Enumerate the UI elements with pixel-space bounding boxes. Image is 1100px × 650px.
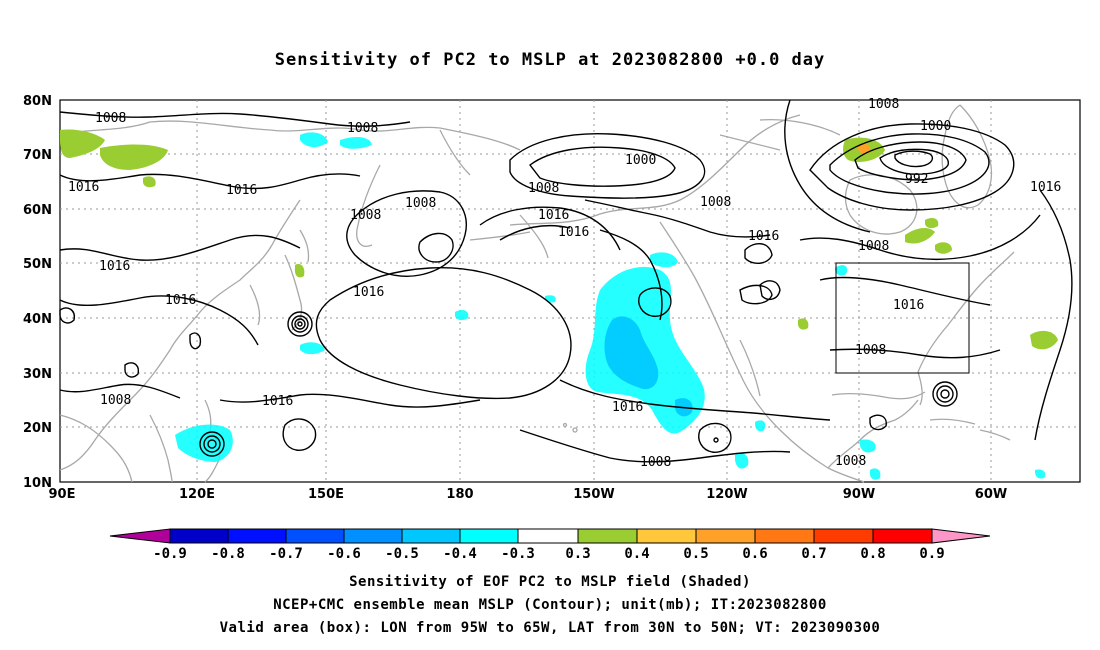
- map-frame: [59, 99, 1081, 483]
- contour-labels: 1008 1008 1000 992 1016 1016 1016 1008 1…: [68, 97, 1061, 470]
- contour-label: 1008: [405, 196, 436, 211]
- colorbar: [109, 528, 991, 544]
- colorbar-cell: [227, 528, 287, 544]
- colorbar-label: -0.6: [327, 546, 361, 562]
- colorbar-cell: [636, 528, 697, 544]
- colorbar-cell: [754, 528, 815, 544]
- contour-label: 1000: [920, 119, 951, 134]
- contour-label: 1008: [528, 181, 559, 196]
- contour-label: 1016: [99, 259, 130, 274]
- colorbar-cell: [695, 528, 756, 544]
- lon-label: 180: [446, 487, 473, 502]
- contour-label: 1016: [558, 225, 589, 240]
- caption-line-3: Valid area (box): LON from 95W to 65W, L…: [219, 620, 881, 636]
- coastlines: [59, 104, 1015, 483]
- contour-label: 1016: [226, 183, 257, 198]
- contour-label: 1016: [538, 208, 569, 223]
- lat-label: 40N: [23, 312, 52, 327]
- contour-label: 1016: [165, 293, 196, 308]
- contour-label: 1008: [868, 97, 899, 112]
- caption-line-2: NCEP+CMC ensemble mean MSLP (Contour); u…: [273, 597, 827, 613]
- colorbar-cell: [517, 528, 579, 544]
- colorbar-label: -0.4: [443, 546, 477, 562]
- colorbar-label: 0.6: [742, 546, 767, 562]
- colorbar-cell: [577, 528, 638, 544]
- colorbar-label: 0.9: [919, 546, 944, 562]
- lon-label: 120W: [706, 487, 747, 502]
- colorbar-cell: [401, 528, 461, 544]
- contour-label: 1008: [700, 195, 731, 210]
- contour-label: 1016: [893, 298, 924, 313]
- contour-label: 1008: [855, 343, 886, 358]
- contour-label: 1016: [353, 285, 384, 300]
- colorbar-label: -0.9: [153, 546, 187, 562]
- lon-axis: 90E 120E 150E 180 150W 120W 90W 60W: [49, 487, 1008, 502]
- colorbar-label: -0.8: [211, 546, 245, 562]
- contour-label: 1008: [95, 111, 126, 126]
- colorbar-label: -0.5: [385, 546, 419, 562]
- contour-label: 1008: [350, 208, 381, 223]
- contour-label: 1008: [835, 454, 866, 469]
- colorbar-cell: [169, 528, 229, 544]
- map-title: Sensitivity of PC2 to MSLP at 2023082800…: [274, 50, 826, 70]
- lon-label: 120E: [179, 487, 215, 502]
- contour-label: 1008: [858, 239, 889, 254]
- colorbar-label: 0.4: [624, 546, 649, 562]
- contour-label: 1016: [748, 229, 779, 244]
- colorbar-label: 0.3: [565, 546, 590, 562]
- mslp-contours: [59, 99, 1073, 463]
- colorbar-label: -0.3: [501, 546, 535, 562]
- graticule: [60, 100, 1080, 482]
- lon-label: 90W: [843, 487, 875, 502]
- colorbar-labels: -0.9 -0.8 -0.7 -0.6 -0.5 -0.4 -0.3 0.3 0…: [153, 546, 945, 562]
- contour-label: 1008: [100, 393, 131, 408]
- colorbar-cell-highend: [931, 528, 991, 544]
- lat-axis: 80N 70N 60N 50N 40N 30N 20N 10N: [23, 94, 52, 491]
- contour-label: 1016: [262, 394, 293, 409]
- lat-label: 50N: [23, 257, 52, 272]
- lat-label: 30N: [23, 367, 52, 382]
- caption-line-1: Sensitivity of EOF PC2 to MSLP field (Sh…: [349, 574, 751, 590]
- contour-label: 1016: [68, 180, 99, 195]
- valid-area-box: [835, 262, 970, 374]
- positive-shading-warm: [858, 143, 871, 154]
- colorbar-cell: [813, 528, 874, 544]
- colorbar-label: 0.8: [860, 546, 885, 562]
- lon-label: 150E: [308, 487, 344, 502]
- colorbar-label: -0.7: [269, 546, 303, 562]
- lat-label: 20N: [23, 421, 52, 436]
- contour-label: 1000: [625, 153, 656, 168]
- lat-label: 70N: [23, 148, 52, 163]
- colorbar-label: 0.7: [801, 546, 826, 562]
- lon-label: 60W: [975, 487, 1007, 502]
- colorbar-cell: [285, 528, 345, 544]
- colorbar-cell: [459, 528, 519, 544]
- contour-label: 1008: [347, 121, 378, 136]
- contour-label: 992: [905, 172, 928, 187]
- lon-label: 90E: [49, 487, 76, 502]
- colorbar-cell: [872, 528, 933, 544]
- lat-label: 10N: [23, 476, 52, 491]
- lat-label: 80N: [23, 94, 52, 109]
- colorbar-cell: [343, 528, 403, 544]
- colorbar-cell-lowend: [109, 528, 171, 544]
- contour-label: 1008: [640, 455, 671, 470]
- lon-label: 150W: [573, 487, 614, 502]
- lat-label: 60N: [23, 203, 52, 218]
- contour-label: 1016: [1030, 180, 1061, 195]
- colorbar-label: 0.5: [683, 546, 708, 562]
- contour-label: 1016: [612, 400, 643, 415]
